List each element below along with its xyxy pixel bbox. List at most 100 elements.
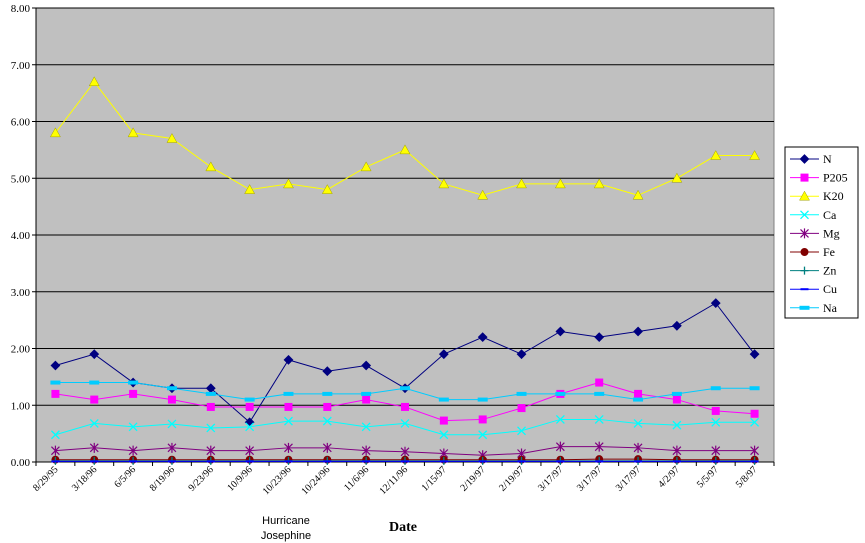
data-point [89, 380, 100, 385]
data-point [90, 395, 99, 404]
data-point [800, 173, 809, 182]
y-tick-label: 0.00 [11, 457, 31, 469]
x-tick-label: 9/23/96 [187, 464, 216, 493]
x-tick-label: 5/8/97 [734, 464, 760, 490]
data-point [800, 228, 809, 239]
x-tick-label: 5/5/97 [695, 464, 721, 490]
x-tick-label: 3/17/97 [614, 464, 643, 493]
data-point [516, 178, 527, 189]
data-point [49, 127, 61, 138]
y-tick-label: 7.00 [11, 60, 31, 72]
data-point [50, 380, 61, 385]
legend-item-cu: Cu [790, 282, 837, 296]
x-tick-label: 3/17/97 [536, 464, 565, 493]
data-point [361, 391, 372, 396]
data-point [710, 150, 722, 160]
x-tick-label: 3/17/97 [575, 464, 604, 493]
data-point [361, 422, 371, 432]
data-point [554, 178, 566, 189]
x-tick-label: 8/29/95 [31, 464, 60, 493]
data-point [632, 189, 644, 200]
data-point [799, 305, 810, 310]
legend-label: Mg [823, 226, 840, 240]
x-tick-label: 3/18/96 [70, 464, 99, 493]
data-point [750, 417, 760, 427]
legend-label: Na [823, 301, 838, 315]
data-point [128, 422, 138, 432]
y-tick-label: 8.00 [11, 3, 31, 15]
data-point [283, 354, 294, 365]
x-tick-label: 11/6/96 [342, 464, 371, 493]
data-point [711, 406, 720, 415]
data-point [400, 418, 410, 428]
data-point [800, 248, 809, 256]
data-point [749, 150, 761, 160]
legend-item-k20: K20 [790, 189, 844, 203]
data-point [283, 391, 294, 396]
data-point [595, 378, 604, 387]
data-point [438, 349, 449, 360]
data-point [362, 395, 371, 404]
y-tick-label: 2.00 [11, 344, 31, 356]
data-point [710, 298, 721, 309]
series-k20 [49, 76, 761, 200]
x-tick-label: 10/24/96 [300, 464, 333, 497]
data-point [283, 178, 294, 189]
data-point [322, 416, 332, 426]
x-tick-label: 12/11/96 [377, 464, 410, 497]
x-tick-label: 2/19/97 [497, 464, 526, 493]
data-point [633, 418, 643, 428]
data-point [360, 161, 372, 172]
data-point [127, 127, 139, 138]
x-tick-label: 1/15/97 [420, 464, 449, 493]
data-point [88, 76, 100, 87]
plot-area [35, 7, 775, 463]
data-point [672, 420, 682, 430]
data-point [711, 417, 721, 427]
data-point [594, 332, 605, 343]
data-point [555, 441, 565, 452]
data-point [799, 154, 810, 164]
x-tick-label: 2/19/97 [458, 464, 487, 493]
data-point [439, 416, 448, 425]
legend-label: Fe [823, 245, 835, 259]
data-point [322, 391, 333, 396]
x-tick-label: 8/19/96 [148, 464, 177, 493]
data-point [478, 430, 488, 440]
y-tick-label: 4.00 [11, 230, 31, 242]
data-point [438, 178, 450, 189]
data-point [206, 402, 215, 411]
data-point [245, 422, 255, 432]
data-point [594, 441, 604, 452]
legend-label: Ca [823, 208, 837, 222]
y-axis: 0.00 1.00 2.00 3.00 4.00 5.00 6.00 7.00 8.00 [11, 3, 37, 469]
data-point [517, 404, 526, 413]
data-point [400, 446, 410, 457]
data-point [89, 349, 100, 360]
legend-label: N [823, 152, 832, 166]
data-point [478, 415, 487, 424]
data-point [284, 402, 293, 411]
data-point [633, 442, 643, 453]
data-point [166, 386, 177, 391]
legend-label: Zn [823, 264, 836, 278]
data-point [167, 442, 177, 453]
series-ca [50, 414, 760, 440]
data-point [167, 419, 177, 429]
data-point [672, 445, 682, 456]
data-point [50, 430, 60, 440]
data-point [800, 210, 809, 220]
data-point [799, 190, 810, 201]
y-tick-label: 3.00 [11, 287, 31, 299]
data-point [477, 332, 488, 343]
data-point [672, 395, 681, 404]
data-point [166, 133, 178, 143]
data-point [128, 380, 139, 385]
data-point [321, 184, 333, 194]
data-point [711, 445, 721, 456]
data-point [555, 391, 566, 396]
data-point [244, 184, 256, 194]
data-point [800, 266, 809, 275]
x-axis: 8/29/95 3/18/96 6/5/96 8/19/96 9/23/96 10/9/9… [31, 461, 775, 497]
